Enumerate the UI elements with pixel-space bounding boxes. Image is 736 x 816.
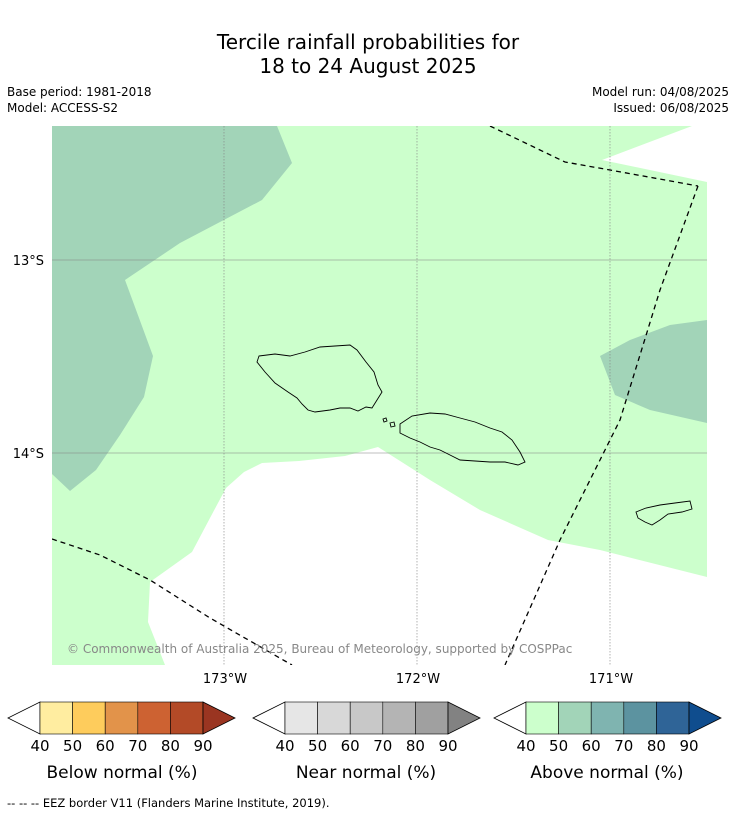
upolu-island: [399, 412, 526, 466]
legend-below-swatch-60-70: [104, 701, 139, 735]
map-area: © Commonwealth of Australia 2025, Bureau…: [52, 126, 707, 665]
legend-near-swatch-60-70: [349, 701, 384, 735]
legend-above-high-arrow: [688, 701, 722, 735]
legend-near-low-arrow: [252, 701, 286, 735]
legend-above-tick: 70: [614, 737, 633, 755]
legend-below-tick: 60: [96, 737, 115, 755]
legend-above: 40 50 60 70 80 90 Above normal (%): [493, 701, 722, 783]
copyright-text: © Commonwealth of Australia 2025, Bureau…: [67, 642, 572, 656]
legend-near-tick: 50: [308, 737, 327, 755]
title-line-1: Tercile rainfall probabilities for: [216, 30, 520, 54]
legend-near-tick: 90: [438, 737, 457, 755]
lat-label-13s: 13°S: [13, 254, 44, 269]
legend-below-swatch-70-80: [137, 701, 171, 735]
tutuila-island: [635, 500, 693, 526]
issued-date: Issued: 06/08/2025: [613, 101, 729, 115]
above-normal-50-60-region-east: [600, 320, 707, 423]
legend-below-swatch-40-50: [39, 701, 73, 735]
model-run: Model run: 04/08/2025: [591, 85, 729, 99]
legend-below-swatch-80-90: [170, 701, 204, 735]
legend-near-swatch-80-90: [415, 701, 449, 735]
eez-border-north: [489, 126, 699, 187]
lat-label-14s: 14°S: [13, 447, 44, 462]
legend-above-tick: 80: [647, 737, 666, 755]
apolima-islet: [382, 417, 388, 423]
lon-label-171w: 171°W: [589, 672, 633, 687]
legend-below-label: Below normal (%): [47, 763, 198, 783]
eez-border-east: [504, 185, 699, 665]
savaii-island: [256, 344, 383, 413]
legend-below-tick: 90: [193, 737, 212, 755]
legend-near-high-arrow: [447, 701, 481, 735]
legend-below-tick: 40: [30, 737, 49, 755]
legend-below-tick: 80: [161, 737, 180, 755]
meta-right: Model run: 04/08/2025 Issued: 06/08/2025: [592, 84, 729, 116]
legend-near-tick: 60: [341, 737, 360, 755]
legend-above-tick: 90: [679, 737, 698, 755]
legend-near: 40 50 60 70 80 90 Near normal (%): [252, 701, 481, 783]
legend-near-tick: 40: [275, 737, 294, 755]
eez-borders: [52, 126, 699, 665]
legend-near-tick: 80: [406, 737, 425, 755]
lon-label-172w: 172°W: [396, 672, 440, 687]
chart-title: Tercile rainfall probabilities for 18 to…: [0, 30, 736, 78]
legend-near-label: Near normal (%): [296, 763, 436, 783]
manono-islet: [389, 421, 396, 428]
legend-below: 40 50 60 70 80 90 Below normal (%): [7, 701, 236, 783]
legend-above-swatch-60-70: [590, 701, 625, 735]
legend-near-swatch-40-50: [284, 701, 318, 735]
legend-above-tick: 50: [549, 737, 568, 755]
legend-below-swatch-50-60: [72, 701, 106, 735]
gridlines: [52, 126, 707, 665]
above-normal-50-60-region-west: [52, 126, 292, 491]
base-period: Base period: 1981-2018: [7, 85, 152, 99]
legend-above-swatch-70-80: [623, 701, 657, 735]
legend-above-tick: 40: [516, 737, 535, 755]
legend-above-low-arrow: [493, 701, 527, 735]
legend-near-swatch-70-80: [382, 701, 416, 735]
coastlines: [256, 344, 693, 526]
eez-footnote: -- -- -- EEZ border V11 (Flanders Marine…: [7, 796, 330, 810]
legend-below-tick: 50: [63, 737, 82, 755]
map-figure: © Commonwealth of Australia 2025, Bureau…: [7, 126, 722, 783]
legend-above-label: Above normal (%): [530, 763, 683, 783]
legend-above-swatch-50-60: [558, 701, 592, 735]
legend-above-swatch-80-90: [656, 701, 690, 735]
legend-below-tick: 70: [128, 737, 147, 755]
model-name: Model: ACCESS-S2: [7, 101, 119, 115]
legend-below-low-arrow: [7, 701, 41, 735]
eez-border-southwest: [52, 538, 293, 665]
title-line-2: 18 to 24 August 2025: [259, 54, 477, 78]
legend-above-swatch-40-50: [525, 701, 559, 735]
legend-near-tick: 70: [373, 737, 392, 755]
axis-labels: 13°S 14°S 173°W 172°W 171°W: [13, 254, 634, 687]
legend-above-tick: 60: [582, 737, 601, 755]
legend-near-swatch-50-60: [317, 701, 351, 735]
lon-label-173w: 173°W: [203, 672, 247, 687]
meta-left: Base period: 1981-2018 Model: ACCESS-S2: [7, 84, 152, 116]
legend-below-high-arrow: [202, 701, 236, 735]
